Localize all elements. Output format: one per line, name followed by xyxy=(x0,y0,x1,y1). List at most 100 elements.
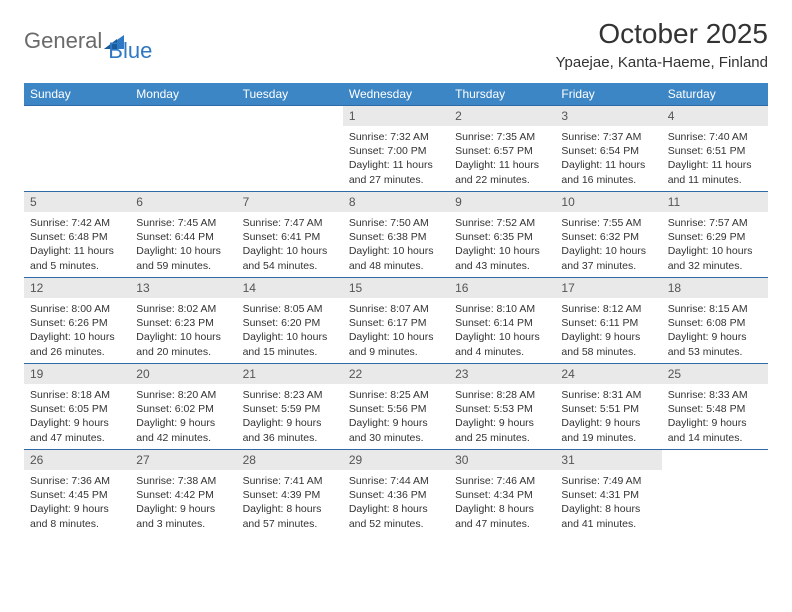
calendar-day-cell: 7Sunrise: 7:47 AMSunset: 6:41 PMDaylight… xyxy=(237,192,343,278)
sunset-text: Sunset: 4:39 PM xyxy=(243,488,337,502)
calendar-day-cell: 19Sunrise: 8:18 AMSunset: 6:05 PMDayligh… xyxy=(24,364,130,450)
day-body: Sunrise: 8:20 AMSunset: 6:02 PMDaylight:… xyxy=(130,384,236,449)
calendar-day-cell: 21Sunrise: 8:23 AMSunset: 5:59 PMDayligh… xyxy=(237,364,343,450)
daylight-text: Daylight: 9 hours and 36 minutes. xyxy=(243,416,337,444)
calendar-week-row: 1Sunrise: 7:32 AMSunset: 7:00 PMDaylight… xyxy=(24,106,768,192)
calendar-day-cell: 12Sunrise: 8:00 AMSunset: 6:26 PMDayligh… xyxy=(24,278,130,364)
calendar-day-cell: 23 Sunrise: 8:28 AMSunset: 5:53 PMDayligh… xyxy=(449,364,555,450)
sunrise-text: Sunrise: 7:44 AM xyxy=(349,474,443,488)
day-body: Sunrise: 8:07 AMSunset: 6:17 PMDaylight:… xyxy=(343,298,449,363)
daylight-text: Daylight: 8 hours and 57 minutes. xyxy=(243,502,337,530)
day-body: Sunrise: 7:47 AMSunset: 6:41 PMDaylight:… xyxy=(237,212,343,277)
sunrise-text: Sunrise: 8:33 AM xyxy=(668,388,762,402)
sunset-text: Sunset: 5:48 PM xyxy=(668,402,762,416)
sunrise-text: Sunrise: 7:36 AM xyxy=(30,474,124,488)
sunrise-text: Sunrise: 8:20 AM xyxy=(136,388,230,402)
day-number: 23 xyxy=(449,364,555,384)
sunrise-text: Sunrise: 8:02 AM xyxy=(136,302,230,316)
day-body: Sunrise: 7:40 AMSunset: 6:51 PMDaylight:… xyxy=(662,126,768,191)
day-body: Sunrise: 7:35 AMSunset: 6:57 PMDaylight:… xyxy=(449,126,555,191)
sunset-text: Sunset: 4:45 PM xyxy=(30,488,124,502)
logo-text-blue: Blue xyxy=(108,38,152,64)
day-number: 12 xyxy=(24,278,130,298)
sunset-text: Sunset: 6:48 PM xyxy=(30,230,124,244)
daylight-text: Daylight: 9 hours and 30 minutes. xyxy=(349,416,443,444)
sunset-text: Sunset: 7:00 PM xyxy=(349,144,443,158)
day-number: 26 xyxy=(24,450,130,470)
calendar-day-cell: 27Sunrise: 7:38 AMSunset: 4:42 PMDayligh… xyxy=(130,450,236,536)
sunset-text: Sunset: 6:17 PM xyxy=(349,316,443,330)
daylight-text: Daylight: 10 hours and 48 minutes. xyxy=(349,244,443,272)
sunrise-text: Sunrise: 7:37 AM xyxy=(561,130,655,144)
sunrise-text: Sunrise: 8:10 AM xyxy=(455,302,549,316)
daylight-text: Daylight: 11 hours and 5 minutes. xyxy=(30,244,124,272)
day-number: 28 xyxy=(237,450,343,470)
daylight-text: Daylight: 9 hours and 47 minutes. xyxy=(30,416,124,444)
weekday-header: Thursday xyxy=(449,83,555,106)
sunrise-text: Sunrise: 7:40 AM xyxy=(668,130,762,144)
day-number: 5 xyxy=(24,192,130,212)
calendar-day-cell xyxy=(130,106,236,192)
sunset-text: Sunset: 6:51 PM xyxy=(668,144,762,158)
location: Ypaejae, Kanta-Haeme, Finland xyxy=(556,54,768,71)
calendar-day-cell: 24Sunrise: 8:31 AMSunset: 5:51 PMDayligh… xyxy=(555,364,661,450)
weekday-header: Wednesday xyxy=(343,83,449,106)
sunrise-text: Sunrise: 8:05 AM xyxy=(243,302,337,316)
sunrise-text: Sunrise: 8:31 AM xyxy=(561,388,655,402)
day-body: Sunrise: 7:38 AMSunset: 4:42 PMDaylight:… xyxy=(130,470,236,535)
calendar-table: Sunday Monday Tuesday Wednesday Thursday… xyxy=(24,83,768,536)
daylight-text: Daylight: 8 hours and 47 minutes. xyxy=(455,502,549,530)
day-body: Sunrise: 8:15 AMSunset: 6:08 PMDaylight:… xyxy=(662,298,768,363)
day-number: 6 xyxy=(130,192,236,212)
calendar-day-cell: 10Sunrise: 7:55 AMSunset: 6:32 PMDayligh… xyxy=(555,192,661,278)
calendar-day-cell: 11Sunrise: 7:57 AMSunset: 6:29 PMDayligh… xyxy=(662,192,768,278)
day-body: Sunrise: 8:33 AMSunset: 5:48 PMDaylight:… xyxy=(662,384,768,449)
calendar-day-cell: 4Sunrise: 7:40 AMSunset: 6:51 PMDaylight… xyxy=(662,106,768,192)
day-body: Sunrise: 7:36 AMSunset: 4:45 PMDaylight:… xyxy=(24,470,130,535)
calendar-day-cell: 14Sunrise: 8:05 AMSunset: 6:20 PMDayligh… xyxy=(237,278,343,364)
sunrise-text: Sunrise: 8:15 AM xyxy=(668,302,762,316)
logo: General Blue xyxy=(24,18,152,64)
daylight-text: Daylight: 9 hours and 25 minutes. xyxy=(455,416,549,444)
calendar-day-cell xyxy=(662,450,768,536)
daylight-text: Daylight: 10 hours and 54 minutes. xyxy=(243,244,337,272)
sunrise-text: Sunrise: 7:50 AM xyxy=(349,216,443,230)
sunrise-text: Sunrise: 7:55 AM xyxy=(561,216,655,230)
sunrise-text: Sunrise: 8:12 AM xyxy=(561,302,655,316)
day-number: 3 xyxy=(555,106,661,126)
sunrise-text: Sunrise: 7:42 AM xyxy=(30,216,124,230)
calendar-day-cell: 22Sunrise: 8:25 AMSunset: 5:56 PMDayligh… xyxy=(343,364,449,450)
calendar-day-cell: 30Sunrise: 7:46 AMSunset: 4:34 PMDayligh… xyxy=(449,450,555,536)
day-number: 14 xyxy=(237,278,343,298)
calendar-day-cell: 5 Sunrise: 7:42 AMSunset: 6:48 PMDaylight… xyxy=(24,192,130,278)
calendar-day-cell: 28Sunrise: 7:41 AMSunset: 4:39 PMDayligh… xyxy=(237,450,343,536)
sunset-text: Sunset: 6:54 PM xyxy=(561,144,655,158)
sunset-text: Sunset: 6:23 PM xyxy=(136,316,230,330)
sunrise-text: Sunrise: 7:38 AM xyxy=(136,474,230,488)
calendar-day-cell: 18Sunrise: 8:15 AMSunset: 6:08 PMDayligh… xyxy=(662,278,768,364)
day-number: 18 xyxy=(662,278,768,298)
calendar-day-cell: 13Sunrise: 8:02 AMSunset: 6:23 PMDayligh… xyxy=(130,278,236,364)
daylight-text: Daylight: 9 hours and 3 minutes. xyxy=(136,502,230,530)
month-title: October 2025 xyxy=(556,18,768,50)
sunset-text: Sunset: 4:42 PM xyxy=(136,488,230,502)
sunset-text: Sunset: 6:35 PM xyxy=(455,230,549,244)
day-body: Sunrise: 8:25 AMSunset: 5:56 PMDaylight:… xyxy=(343,384,449,449)
calendar-day-cell: 17Sunrise: 8:12 AMSunset: 6:11 PMDayligh… xyxy=(555,278,661,364)
daylight-text: Daylight: 9 hours and 42 minutes. xyxy=(136,416,230,444)
day-body: Sunrise: 7:57 AMSunset: 6:29 PMDaylight:… xyxy=(662,212,768,277)
calendar-day-cell: 26Sunrise: 7:36 AMSunset: 4:45 PMDayligh… xyxy=(24,450,130,536)
sunrise-text: Sunrise: 7:35 AM xyxy=(455,130,549,144)
daylight-text: Daylight: 11 hours and 11 minutes. xyxy=(668,158,762,186)
day-body: Sunrise: 8:10 AMSunset: 6:14 PMDaylight:… xyxy=(449,298,555,363)
sunset-text: Sunset: 6:05 PM xyxy=(30,402,124,416)
daylight-text: Daylight: 9 hours and 14 minutes. xyxy=(668,416,762,444)
day-number: 22 xyxy=(343,364,449,384)
sunrise-text: Sunrise: 8:00 AM xyxy=(30,302,124,316)
sunrise-text: Sunrise: 7:32 AM xyxy=(349,130,443,144)
day-number: 24 xyxy=(555,364,661,384)
sunset-text: Sunset: 6:38 PM xyxy=(349,230,443,244)
calendar-day-cell: 29Sunrise: 7:44 AMSunset: 4:36 PMDayligh… xyxy=(343,450,449,536)
sunrise-text: Sunrise: 8:28 AM xyxy=(455,388,549,402)
sunset-text: Sunset: 5:53 PM xyxy=(455,402,549,416)
